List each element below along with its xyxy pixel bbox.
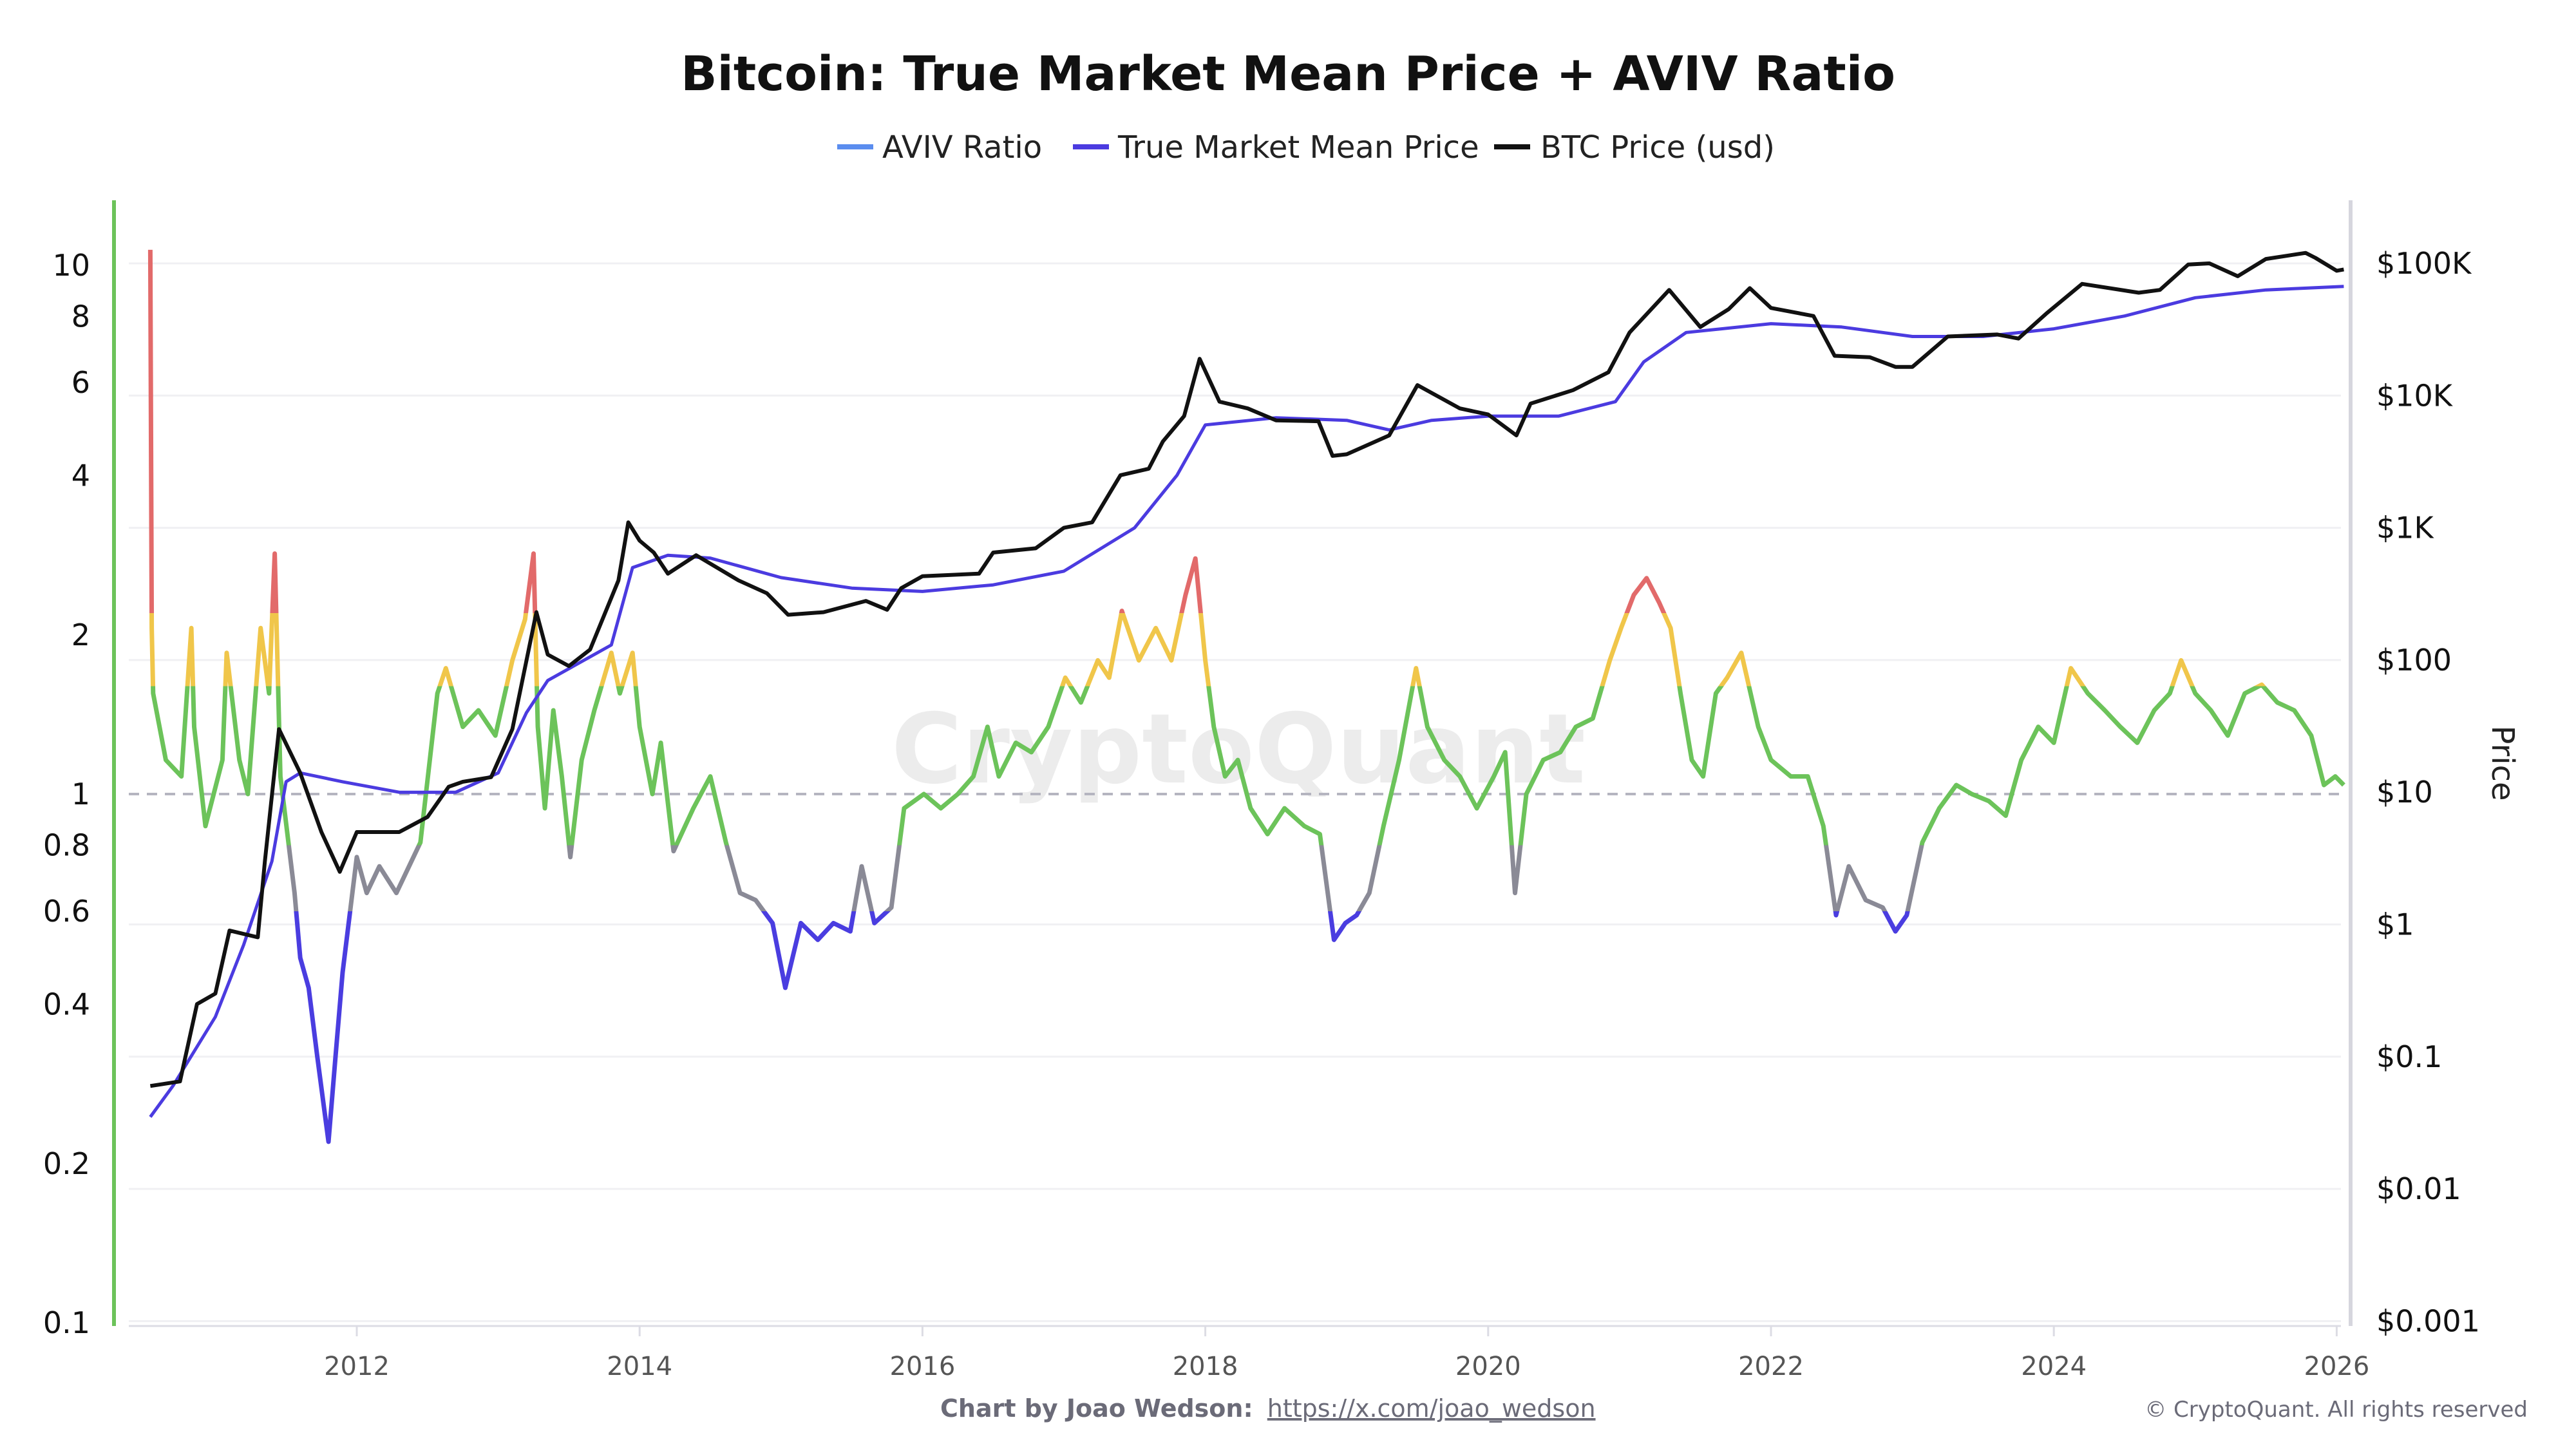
right-tick-label: $0.01	[2376, 1171, 2461, 1206]
legend[interactable]: AVIV Ratio True Market Mean Price BTC Pr…	[837, 129, 1775, 166]
true-market-mean-price-line	[149, 285, 2344, 1118]
legend-swatch-btc-price	[1494, 144, 1530, 149]
x-tick-label: 2018	[1173, 1352, 1238, 1381]
right-axis-ticks: $100K $10K $1K $100 $10 $1 $0.1 $0.01 $0.001	[2376, 246, 2480, 1338]
series-layer	[147, 249, 2345, 1144]
right-axis-label: Price	[2485, 725, 2521, 800]
left-tick-label: 0.1	[43, 1305, 90, 1340]
right-tick-label: $1	[2376, 907, 2414, 942]
x-tick-label: 2024	[2021, 1352, 2087, 1381]
btc-price-line	[149, 251, 2344, 1088]
chart-title: Bitcoin: True Market Mean Price + AVIV R…	[681, 46, 1895, 102]
right-tick-label: $1K	[2376, 511, 2435, 545]
watermark: CryptoQuant	[891, 694, 1586, 806]
legend-label-btc-price: BTC Price (usd)	[1540, 129, 1775, 166]
right-tick-label: $10	[2376, 775, 2433, 810]
left-tick-label: 10	[52, 248, 90, 283]
left-tick-label: 0.4	[43, 987, 90, 1022]
left-tick-label: 2	[71, 618, 90, 652]
legend-label-true-market-mean: True Market Mean Price	[1117, 129, 1479, 166]
x-axis-ticks: 2012 2014 2016 2018 2020 2022 2024 2026	[324, 1326, 2369, 1381]
x-tick-label: 2022	[1738, 1352, 1804, 1381]
legend-item-true-market-mean[interactable]: True Market Mean Price	[1073, 129, 1479, 166]
x-tick-label: 2026	[2304, 1352, 2370, 1381]
legend-item-aviv[interactable]: AVIV Ratio	[837, 129, 1042, 166]
left-tick-label: 6	[71, 365, 90, 400]
x-tick-label: 2016	[890, 1352, 956, 1381]
left-tick-label: 0.8	[43, 828, 90, 863]
footer-copyright: © CryptoQuant. All rights reserved	[2145, 1397, 2528, 1423]
x-tick-label: 2012	[324, 1352, 390, 1381]
left-tick-label: 0.2	[43, 1146, 90, 1181]
footer-credit: Chart by Joao Wedson: https://x.com/joao…	[940, 1394, 1596, 1423]
legend-swatch-true-market-mean	[1073, 144, 1109, 149]
x-tick-label: 2020	[1455, 1352, 1521, 1381]
footer-link[interactable]: https://x.com/joao_wedson	[1267, 1394, 1596, 1423]
aviv-ratio-line	[147, 249, 2345, 1144]
legend-item-btc-price[interactable]: BTC Price (usd)	[1494, 129, 1775, 166]
right-tick-label: $100	[2376, 643, 2452, 677]
right-tick-label: $0.001	[2376, 1303, 2480, 1338]
right-tick-label: $0.1	[2376, 1039, 2442, 1074]
gridlines	[129, 262, 2341, 1322]
legend-label-aviv: AVIV Ratio	[882, 129, 1042, 166]
legend-swatch-aviv	[837, 144, 873, 149]
right-tick-label: $100K	[2376, 246, 2472, 281]
left-tick-label: 1	[71, 777, 90, 811]
right-tick-label: $10K	[2376, 378, 2454, 413]
left-tick-label: 8	[71, 299, 90, 334]
x-tick-label: 2014	[607, 1352, 672, 1381]
left-tick-label: 0.6	[43, 894, 90, 929]
left-tick-label: 4	[71, 459, 90, 493]
footer-credit-text: Chart by Joao Wedson:	[940, 1394, 1253, 1423]
left-axis-ticks: 10 8 6 4 2 1 0.8 0.6 0.4 0.2 0.1	[43, 248, 90, 1340]
